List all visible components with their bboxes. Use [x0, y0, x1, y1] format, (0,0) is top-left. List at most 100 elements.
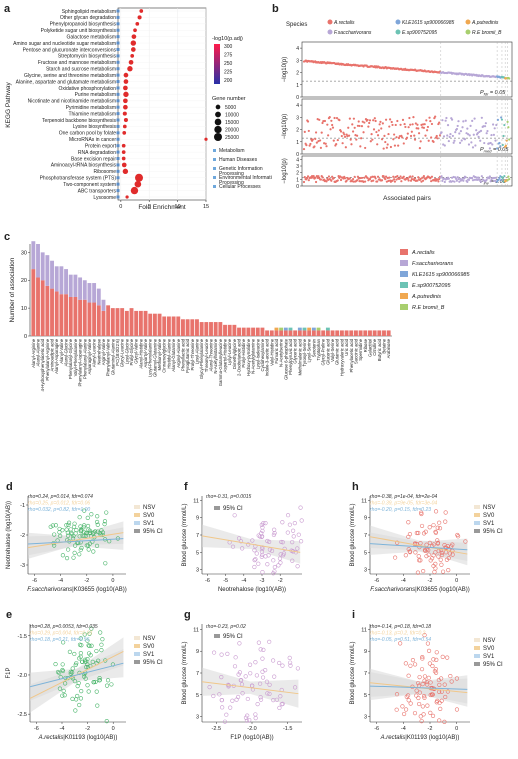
bar-segment	[50, 260, 54, 289]
data-point	[267, 682, 272, 687]
group-legend-marker	[213, 167, 216, 170]
data-point	[476, 132, 479, 135]
data-point	[423, 123, 426, 126]
category-label: Cyclohexylamine	[260, 338, 265, 371]
bar-segment	[325, 327, 330, 331]
data-point	[359, 176, 362, 180]
data-point	[399, 175, 402, 178]
data-point	[419, 511, 424, 517]
legend-label: 95% CI	[223, 506, 243, 512]
data-point	[263, 520, 268, 526]
data-point	[477, 176, 480, 179]
pathway-label: Galactose metabolism	[67, 34, 116, 40]
group-marker	[116, 47, 120, 51]
data-point	[402, 142, 405, 145]
data-point	[417, 690, 422, 695]
group-marker	[116, 80, 120, 84]
data-point	[280, 540, 285, 545]
bar-segment	[134, 310, 139, 336]
bar-segment	[255, 327, 260, 336]
data-point	[422, 674, 428, 679]
bar-segment	[40, 252, 45, 281]
data-point	[277, 705, 282, 710]
data-point	[352, 117, 355, 120]
data-point	[496, 147, 499, 150]
data-point	[277, 660, 282, 666]
pathway-label: Lysosome	[93, 195, 116, 201]
data-point	[500, 116, 503, 119]
data-point	[363, 121, 366, 124]
bar-segment	[110, 308, 115, 336]
y-axis-label: Blood glucose (mmol/L)	[350, 641, 356, 704]
data-point	[95, 703, 100, 708]
data-point	[338, 118, 341, 122]
data-point	[373, 117, 376, 120]
pathway-label: Ribosome	[93, 169, 116, 175]
data-point	[295, 546, 300, 551]
data-point	[303, 130, 306, 134]
panel-g: g -2.5 -2.0 -1.5 3 5 7 9 11 F1P (log10(AB)) Blood …	[178, 604, 346, 754]
legend-swatch	[214, 634, 220, 638]
legend-label: 95% CI	[223, 634, 243, 640]
data-point	[413, 134, 416, 137]
data-point	[266, 553, 271, 558]
y-tick-label: 11	[361, 498, 367, 504]
data-point	[438, 557, 443, 562]
data-point	[455, 127, 458, 131]
data-point	[409, 179, 413, 182]
data-point	[104, 719, 109, 724]
data-point	[237, 641, 242, 646]
data-point	[384, 178, 387, 181]
y-axis-label: KEGG Pathway	[5, 81, 12, 127]
data-point	[426, 648, 432, 653]
bar-segment	[138, 310, 143, 336]
data-point	[492, 123, 495, 126]
data-point	[411, 123, 414, 126]
bar-segment	[124, 310, 129, 336]
data-point	[388, 125, 391, 128]
data-point	[252, 564, 257, 570]
x-tick-label: -6	[374, 726, 379, 732]
x-tick-label: -5	[223, 578, 228, 584]
data-point	[332, 139, 335, 142]
panel-label-i: i	[352, 609, 355, 621]
data-point	[442, 135, 446, 138]
y-tick-label: 1	[296, 177, 299, 183]
data-point	[331, 126, 335, 129]
data-point	[98, 630, 103, 635]
legend-label: A.putredinis	[411, 294, 441, 300]
data-point	[413, 177, 417, 180]
data-point	[403, 707, 409, 712]
data-point	[321, 176, 324, 179]
bar-segment	[82, 280, 87, 300]
bar-segment	[129, 308, 134, 336]
legend-label: SV0	[483, 646, 495, 652]
data-point	[104, 510, 109, 515]
data-point	[348, 177, 351, 180]
category-label: Methionyl-Valine	[157, 338, 162, 370]
data-point	[280, 701, 285, 706]
category-label: Prolyl-Threonine	[190, 338, 195, 370]
y-tick-label: 2	[296, 128, 299, 134]
data-point	[425, 703, 430, 708]
data-point	[222, 719, 228, 724]
enrichment-point	[125, 195, 129, 199]
data-point	[407, 179, 410, 182]
bar-segment	[181, 319, 185, 336]
y-axis-label: −log10(p)	[282, 57, 288, 83]
data-point	[438, 134, 442, 137]
data-point	[272, 527, 277, 532]
data-point	[439, 550, 444, 555]
legend-swatch	[327, 19, 333, 25]
data-point	[78, 547, 83, 552]
bar-segment	[92, 283, 97, 303]
fit-line	[29, 662, 124, 688]
data-point	[483, 141, 486, 145]
pathway-label: Two-component system	[63, 182, 116, 188]
data-point	[84, 530, 89, 536]
data-point	[414, 122, 417, 125]
data-point	[377, 129, 380, 132]
data-point	[499, 175, 502, 178]
data-point	[389, 145, 393, 149]
legend-swatch	[474, 505, 480, 509]
